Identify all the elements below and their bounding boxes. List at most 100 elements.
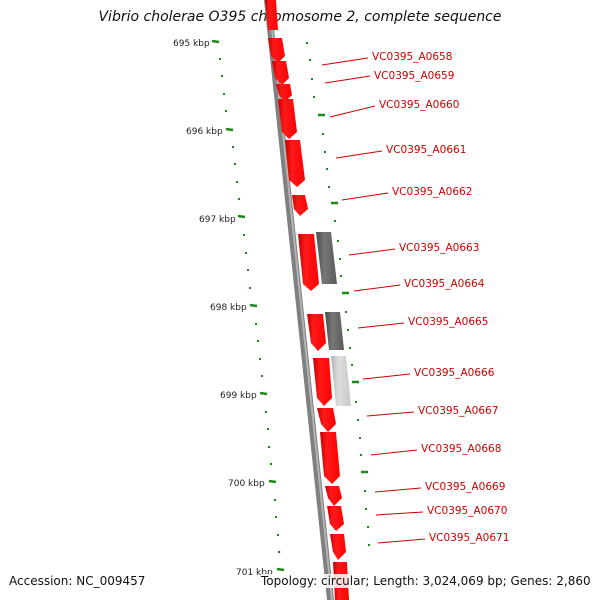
minor-tick: [355, 401, 357, 403]
minor-tick: [324, 151, 326, 153]
gene-arrow: [317, 408, 336, 432]
minor-tick: [322, 133, 324, 135]
gene-arrow: [307, 314, 326, 351]
minor-tick: [334, 220, 336, 222]
gray-gene: [331, 356, 351, 406]
minor-tick: [365, 508, 367, 510]
major-tick: [276, 567, 285, 572]
minor-tick: [221, 75, 223, 77]
callout-line: [377, 538, 426, 544]
gene-arrow: [272, 61, 289, 85]
gene-label: VC0395_A0661: [386, 144, 466, 156]
gene-arrow: [285, 140, 305, 187]
gene-arrow: [268, 38, 285, 63]
gene-arrow: [313, 358, 332, 406]
gene-arrow: [278, 99, 297, 139]
ruler-minor-ticks-left: [219, 58, 280, 553]
callout-line: [353, 284, 401, 292]
minor-tick: [247, 269, 249, 271]
major-tick: [268, 479, 277, 484]
ruler-ticks-right: [318, 113, 368, 474]
minor-tick: [357, 419, 359, 421]
gene-track-inner: [268, 38, 349, 600]
minor-tick: [270, 463, 272, 465]
gene-label: VC0395_A0670: [427, 505, 507, 517]
minor-tick: [368, 544, 370, 546]
gene-label: VC0395_A0671: [429, 532, 509, 544]
accession-text: Accession: NC_009457: [9, 574, 146, 588]
gene-label: VC0395_A0669: [425, 481, 505, 493]
ruler-minor-ticks-right: [306, 42, 370, 546]
minor-tick: [351, 364, 353, 366]
minor-tick: [243, 234, 245, 236]
minor-tick: [261, 375, 263, 377]
gene-label: VC0395_A0659: [374, 70, 454, 82]
gene-arrow: [330, 534, 346, 560]
gene-arrow: [327, 506, 344, 531]
gene-label: VC0395_A0667: [418, 405, 498, 417]
gene-label: VC0395_A0666: [414, 367, 495, 379]
callout-line: [335, 150, 383, 159]
gray-gene: [325, 312, 344, 350]
minor-tick: [364, 490, 366, 492]
minor-tick: [337, 240, 339, 242]
gene-label: VC0395_A0665: [408, 316, 488, 328]
callout-line: [370, 449, 418, 456]
gene-label: VC0395_A0664: [404, 278, 485, 290]
minor-tick: [328, 186, 330, 188]
backbone-highlight: [268, 0, 333, 600]
minor-tick: [236, 181, 238, 183]
topology-info-text: Topology: circular; Length: 3,024,069 bp…: [261, 574, 593, 588]
gene-arrow: [320, 432, 340, 484]
major-tick: [225, 127, 234, 132]
backbone: [264, 0, 334, 600]
gene-arrow: [292, 195, 308, 216]
callout-line: [321, 57, 369, 66]
minor-tick: [257, 340, 259, 342]
minor-tick: [249, 287, 251, 289]
major-tick: [237, 214, 246, 219]
major-tick: [259, 391, 268, 396]
callout-line: [362, 373, 411, 380]
minor-tick: [313, 96, 315, 98]
major-tick: [249, 303, 258, 308]
minor-tick: [259, 358, 261, 360]
kbp-label: 695 kbp: [173, 39, 210, 49]
major-tick: [211, 39, 220, 44]
minor-tick: [265, 411, 267, 413]
kbp-label: 700 kbp: [228, 479, 265, 489]
gene-track-outer: [316, 232, 351, 406]
callout-line: [374, 487, 422, 493]
minor-tick: [274, 499, 276, 501]
kbp-label: 697 kbp: [199, 215, 236, 225]
callout-line: [341, 192, 389, 201]
minor-tick: [275, 516, 277, 518]
callout-line: [357, 322, 405, 329]
minor-tick: [278, 551, 280, 553]
gene-arrow: [276, 84, 292, 102]
minor-tick: [219, 58, 221, 60]
minor-tick: [255, 323, 257, 325]
kbp-label: 699 kbp: [220, 391, 257, 401]
gray-gene: [316, 232, 337, 284]
gene-label: VC0395_A0660: [379, 99, 459, 111]
minor-tick: [245, 252, 247, 254]
gene-labels: VC0395_A0658 VC0395_A0659 VC0395_A0660 V…: [372, 51, 509, 544]
ruler-labels: 695 kbp 696 kbp 697 kbp 698 kbp 699 kbp …: [173, 39, 273, 578]
minor-tick: [359, 437, 361, 439]
ruler-ticks-left: [211, 39, 285, 572]
gene-label: VC0395_A0658: [372, 51, 452, 63]
minor-tick: [267, 428, 269, 430]
map-title: Vibrio cholerae O395 chromosome 2, compl…: [98, 9, 502, 25]
minor-tick: [232, 146, 234, 148]
minor-tick: [234, 163, 236, 165]
minor-tick: [225, 110, 227, 112]
minor-tick: [311, 78, 313, 80]
callout-line: [375, 511, 424, 516]
callout-line: [366, 411, 415, 417]
callout-line: [348, 248, 396, 256]
minor-tick: [306, 42, 308, 44]
minor-tick: [347, 329, 349, 331]
minor-tick: [339, 258, 341, 260]
